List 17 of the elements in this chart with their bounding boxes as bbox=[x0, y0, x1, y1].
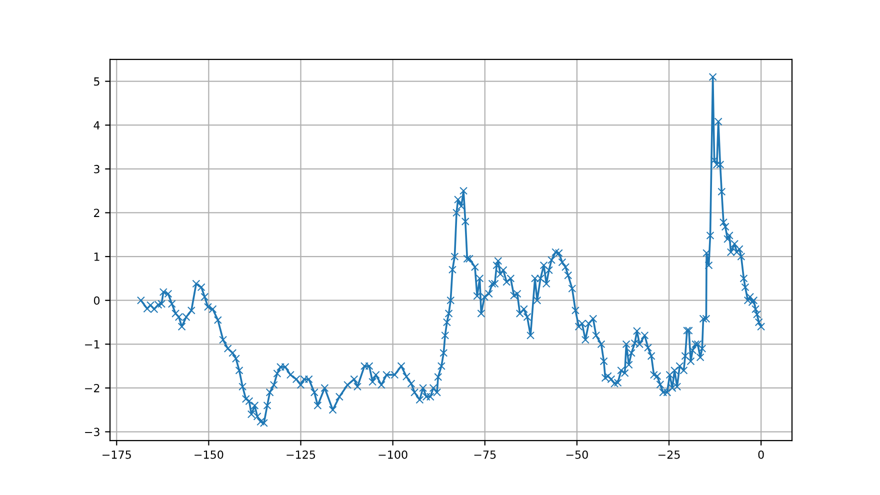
y-tick-label: 2 bbox=[94, 208, 100, 217]
x-tick-label: −100 bbox=[378, 450, 408, 459]
x-tick-label: −75 bbox=[474, 450, 496, 459]
x-tick-label: −25 bbox=[658, 450, 680, 459]
y-tick-label: −1 bbox=[85, 340, 100, 348]
x-tick-label: −150 bbox=[194, 450, 224, 459]
y-tick-label: 3 bbox=[94, 164, 100, 174]
y-tick-label: 0 bbox=[94, 296, 100, 305]
x-tick-label: −125 bbox=[286, 450, 316, 459]
y-tick-label: 1 bbox=[94, 252, 100, 261]
x-tick-label: −50 bbox=[566, 450, 588, 459]
y-tick-label: 4 bbox=[94, 121, 100, 130]
y-tick-label: −2 bbox=[85, 384, 100, 392]
x-tick-label: −175 bbox=[102, 450, 131, 459]
y-tick-label: −3 bbox=[85, 428, 100, 436]
x-tick-label: 0 bbox=[758, 450, 764, 459]
y-tick-label: 5 bbox=[94, 77, 100, 86]
